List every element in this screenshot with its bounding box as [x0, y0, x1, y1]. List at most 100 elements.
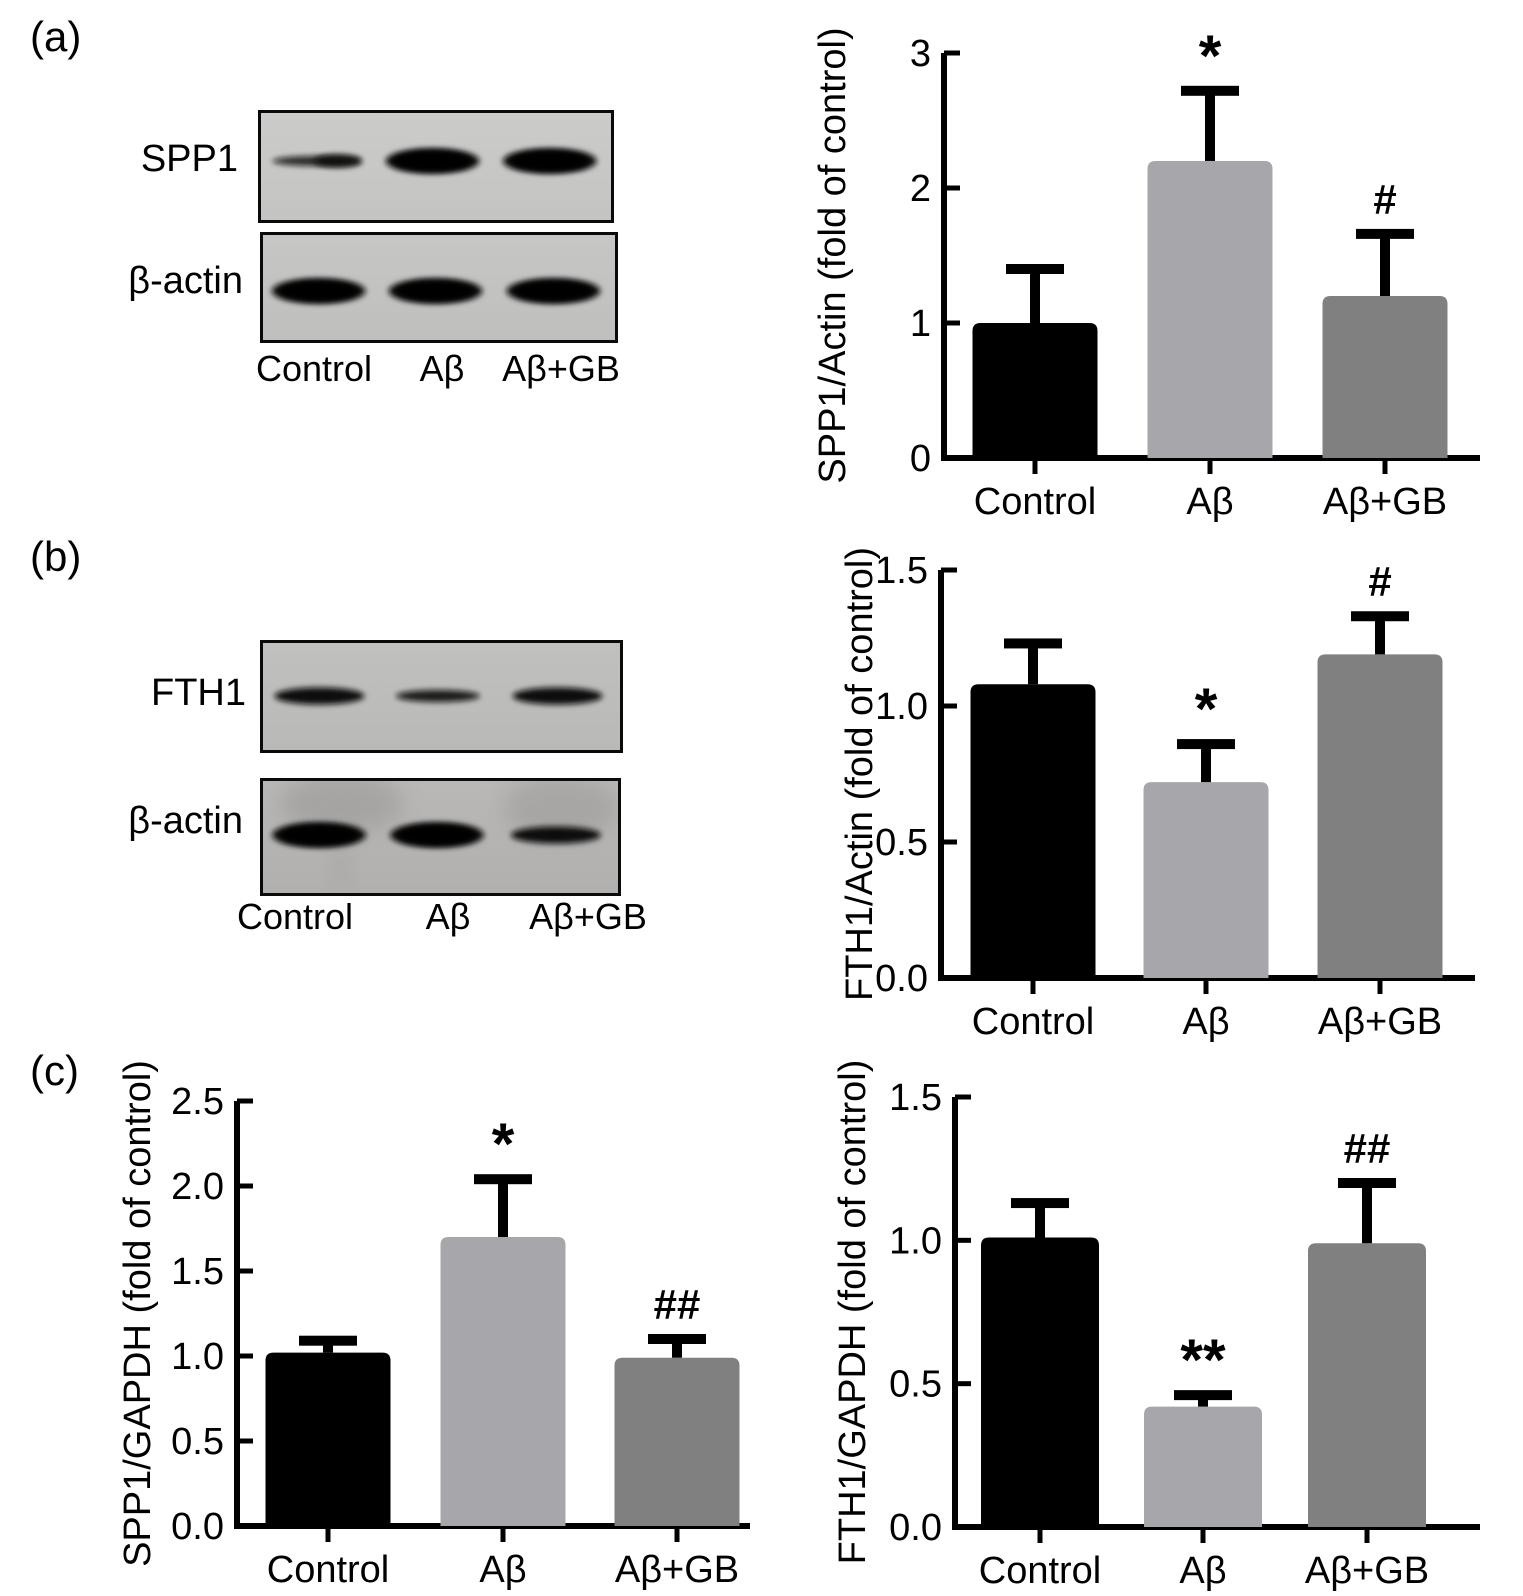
blot-a-lane-label-ab: Aβ — [419, 348, 465, 389]
bar-chart-spp1-actin: 0 1 2 3 SPP1/Actin (fold of control) Control *… — [812, 24, 1480, 523]
y-tick-label: 0.0 — [171, 1506, 224, 1548]
panel-b-label: (b) — [30, 533, 82, 580]
y-axis-title: FTH1/Actin (fold of control) — [839, 547, 881, 1001]
y-tick-label: 0.0 — [875, 958, 928, 1000]
blot-b-lane-label-control: Control — [236, 896, 354, 937]
y-tick-label: 2 — [910, 168, 931, 210]
blot-a-lane-label-control: Control — [255, 348, 373, 389]
y-tick-label: 2.0 — [171, 1166, 224, 1208]
bar-1 — [1143, 782, 1269, 978]
y-tick-label: 0.5 — [171, 1421, 224, 1463]
x-category-label: Aβ+GB — [1323, 481, 1447, 523]
x-category-label: Aβ — [1182, 1001, 1229, 1043]
y-tick-label: 0 — [910, 438, 931, 480]
protein-band-core — [514, 280, 593, 302]
western-blot-image-fth1 — [260, 640, 623, 753]
bar-1 — [1144, 1406, 1262, 1527]
x-category-label: Control — [979, 1550, 1102, 1592]
x-category-label: Aβ — [1186, 481, 1233, 523]
blot-b-row-label-fth1: FTH1 — [151, 672, 246, 714]
blot-background-smudge — [503, 781, 618, 839]
blot-background-smudge — [279, 781, 404, 833]
y-tick-label: 0.5 — [889, 1364, 942, 1406]
protein-band-1 — [395, 690, 480, 702]
blot-background-smudge — [334, 843, 348, 887]
protein-band-2 — [512, 687, 603, 705]
blot-a-row-label-spp1: SPP1 — [140, 138, 238, 180]
y-tick-label: 1.5 — [171, 1251, 224, 1293]
protein-band-0 — [274, 687, 365, 705]
bar-1 — [1147, 161, 1273, 458]
x-category-label: Aβ+GB — [615, 1549, 739, 1591]
y-tick-label: 1 — [910, 303, 931, 345]
error-bar-cap — [1177, 739, 1235, 750]
bar-2 — [614, 1357, 740, 1526]
blot-b-lane-label-ab: Aβ — [425, 896, 471, 937]
y-axis-title: SPP1/GAPDH (fold of control) — [117, 1060, 159, 1567]
protein-band-taper — [314, 154, 363, 168]
x-category-label: Control — [267, 1549, 390, 1591]
bar-1 — [440, 1237, 566, 1526]
y-axis-title: FTH1/GAPDH (fold of control) — [832, 1060, 874, 1565]
panel-a-label: (a) — [30, 13, 82, 60]
y-tick-label: 1.0 — [171, 1336, 224, 1378]
blot-a-row-label-actin: β-actin — [128, 260, 243, 302]
significance-marker: * — [1195, 677, 1218, 742]
x-category-label: Control — [972, 1001, 1095, 1043]
x-category-label: Control — [974, 481, 1097, 523]
significance-marker: ** — [1180, 1328, 1226, 1393]
error-bar-cap — [299, 1335, 357, 1346]
protein-band-core — [280, 824, 359, 846]
panel-c-label: (c) — [30, 1047, 79, 1094]
error-bar-cap — [1356, 228, 1414, 239]
western-blot-image-actin-b — [260, 778, 621, 896]
western-blot-image-spp1 — [258, 110, 614, 223]
blot-b-lane-label-ab-gb: Aβ+GB — [529, 896, 647, 937]
blot-a-lane-label-ab-gb: Aβ+GB — [502, 348, 620, 389]
bar-0 — [265, 1352, 391, 1526]
significance-marker: # — [1368, 558, 1391, 605]
significance-marker: # — [1373, 176, 1396, 223]
error-bar-cap — [1006, 264, 1064, 274]
error-bar-cap — [1351, 611, 1409, 622]
y-tick-label: 1.0 — [889, 1220, 942, 1262]
x-category-label: Aβ — [479, 1549, 526, 1591]
y-tick-label: 0.5 — [875, 822, 928, 864]
y-tick-label: 1.5 — [875, 550, 928, 592]
significance-marker: * — [492, 1112, 515, 1177]
protein-band-2 — [510, 826, 601, 844]
protein-band-core — [396, 280, 475, 302]
x-category-label: Aβ — [1179, 1550, 1226, 1592]
protein-band-core — [397, 824, 476, 846]
error-bar-cap — [648, 1334, 706, 1344]
y-tick-label: 3 — [910, 33, 931, 75]
bar-2 — [1308, 1243, 1426, 1527]
y-tick-label: 1.0 — [875, 686, 928, 728]
error-bar-cap — [1338, 1178, 1396, 1188]
significance-marker: * — [1199, 24, 1222, 89]
bar-chart-fth1-gapdh: 0.0 0.5 1.0 1.5 FTH1/GAPDH (fold of control)… — [832, 1060, 1480, 1592]
bar-0 — [972, 323, 1098, 458]
protein-band-core — [510, 150, 589, 172]
x-category-label: Aβ+GB — [1305, 1550, 1429, 1592]
error-bar-cap — [474, 1174, 532, 1185]
x-category-label: Aβ+GB — [1318, 1001, 1442, 1043]
bar-chart-spp1-gapdh: 0.0 0.5 1.0 1.5 2.0 2.5 SPP1/GAPDH (fold of co… — [117, 1060, 750, 1591]
y-tick-label: 1.5 — [889, 1077, 942, 1119]
bar-0 — [970, 684, 1096, 978]
error-bar-cap — [1181, 85, 1239, 96]
error-bar-cap — [1004, 638, 1062, 649]
protein-band-core — [393, 150, 472, 172]
blot-b-row-label-actin: β-actin — [128, 800, 243, 842]
significance-marker: ## — [654, 1281, 701, 1328]
bar-2 — [1322, 296, 1448, 458]
y-tick-label: 2.5 — [171, 1081, 224, 1123]
bar-0 — [981, 1237, 1099, 1527]
bar-2 — [1317, 654, 1443, 978]
significance-marker: ## — [1344, 1125, 1391, 1172]
y-axis-title: SPP1/Actin (fold of control) — [812, 27, 854, 483]
error-bar-cap — [1174, 1390, 1232, 1401]
protein-band-core — [279, 280, 358, 302]
